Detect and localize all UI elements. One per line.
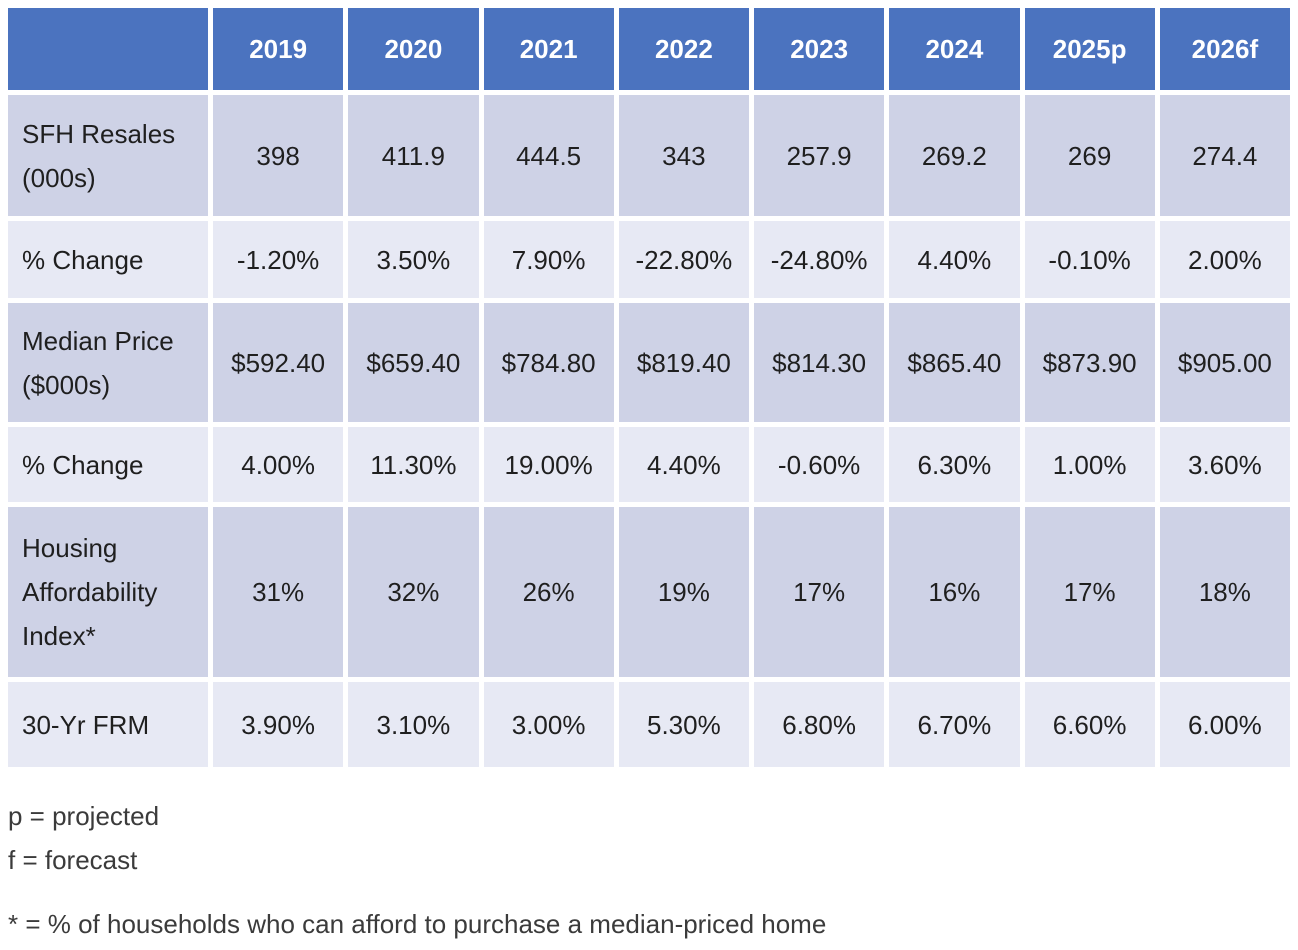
table-cell: 3.50% (348, 221, 479, 298)
table-cell: 17% (754, 507, 885, 677)
table-cell: 11.30% (348, 427, 479, 502)
housing-forecast-table: 2019 2020 2021 2022 2023 2024 2025p 2026f SFH R… (3, 3, 1295, 772)
table-cell: 4.00% (213, 427, 344, 502)
table-cell: 398 (213, 95, 344, 216)
table-row: Housing Affordability Index* 31% 32% 26% 19%… (8, 507, 1290, 677)
table-cell: 6.80% (754, 682, 885, 767)
corner-header-cell (8, 8, 208, 90)
table-cell: 257.9 (754, 95, 885, 216)
footnote-affordability: * = % of households who can afford to pu… (8, 909, 827, 939)
table-row: % Change -1.20% 3.50% 7.90% -22.80% -24.80% 4.… (8, 221, 1290, 298)
table-cell: 343 (618, 95, 749, 216)
table-cell: -0.10% (1024, 221, 1155, 298)
table-cell: -1.20% (213, 221, 344, 298)
table-cell: 26% (483, 507, 614, 677)
table-cell: 6.70% (889, 682, 1020, 767)
year-column-header: 2021 (483, 8, 614, 90)
table-cell: $784.80 (483, 303, 614, 422)
table-cell: $905.00 (1159, 303, 1290, 422)
table-cell: 6.00% (1159, 682, 1290, 767)
year-column-header: 2020 (348, 8, 479, 90)
table-cell: $592.40 (213, 303, 344, 422)
table-cell: -22.80% (618, 221, 749, 298)
table-cell: 274.4 (1159, 95, 1290, 216)
year-column-header: 2022 (618, 8, 749, 90)
table-cell: $865.40 (889, 303, 1020, 422)
table-cell: 411.9 (348, 95, 479, 216)
footnote-projected: p = projected (8, 801, 160, 831)
table-cell: 269 (1024, 95, 1155, 216)
table-cell: 19.00% (483, 427, 614, 502)
footnotes-block: p = projected f = forecast * = % of hous… (8, 794, 1295, 946)
table-cell: 444.5 (483, 95, 614, 216)
row-label: SFH Resales (000s) (8, 95, 208, 216)
table-cell: 1.00% (1024, 427, 1155, 502)
footnote-forecast: f = forecast (8, 845, 138, 875)
table-cell: 32% (348, 507, 479, 677)
table-row: Median Price ($000s) $592.40 $659.40 $784.8… (8, 303, 1290, 422)
table-header-row: 2019 2020 2021 2022 2023 2024 2025p 2026f (8, 8, 1290, 90)
table-cell: $814.30 (754, 303, 885, 422)
table-cell: 3.10% (348, 682, 479, 767)
table-cell: $819.40 (618, 303, 749, 422)
table-row: 30-Yr FRM 3.90% 3.10% 3.00% 5.30% 6.80% 6.70% 6… (8, 682, 1290, 767)
table-cell: 18% (1159, 507, 1290, 677)
table-cell: 3.60% (1159, 427, 1290, 502)
table-cell: 5.30% (618, 682, 749, 767)
table-cell: 6.30% (889, 427, 1020, 502)
table-cell: $659.40 (348, 303, 479, 422)
row-label: % Change (8, 221, 208, 298)
table-cell: 269.2 (889, 95, 1020, 216)
row-label: Housing Affordability Index* (8, 507, 208, 677)
table-row: SFH Resales (000s) 398 411.9 444.5 343 257.9 2… (8, 95, 1290, 216)
table-cell: -24.80% (754, 221, 885, 298)
year-column-header: 2023 (754, 8, 885, 90)
year-column-header: 2019 (213, 8, 344, 90)
table-cell: -0.60% (754, 427, 885, 502)
table-cell: $873.90 (1024, 303, 1155, 422)
table-row: % Change 4.00% 11.30% 19.00% 4.40% -0.60% 6.30… (8, 427, 1290, 502)
year-column-header: 2026f (1159, 8, 1290, 90)
table-cell: 19% (618, 507, 749, 677)
table-cell: 31% (213, 507, 344, 677)
table-cell: 4.40% (889, 221, 1020, 298)
table-cell: 3.00% (483, 682, 614, 767)
table-cell: 6.60% (1024, 682, 1155, 767)
table-cell: 3.90% (213, 682, 344, 767)
year-column-header: 2025p (1024, 8, 1155, 90)
table-cell: 7.90% (483, 221, 614, 298)
year-column-header: 2024 (889, 8, 1020, 90)
table-cell: 16% (889, 507, 1020, 677)
row-label: % Change (8, 427, 208, 502)
table-cell: 2.00% (1159, 221, 1290, 298)
table-cell: 4.40% (618, 427, 749, 502)
row-label: 30-Yr FRM (8, 682, 208, 767)
table-cell: 17% (1024, 507, 1155, 677)
row-label: Median Price ($000s) (8, 303, 208, 422)
